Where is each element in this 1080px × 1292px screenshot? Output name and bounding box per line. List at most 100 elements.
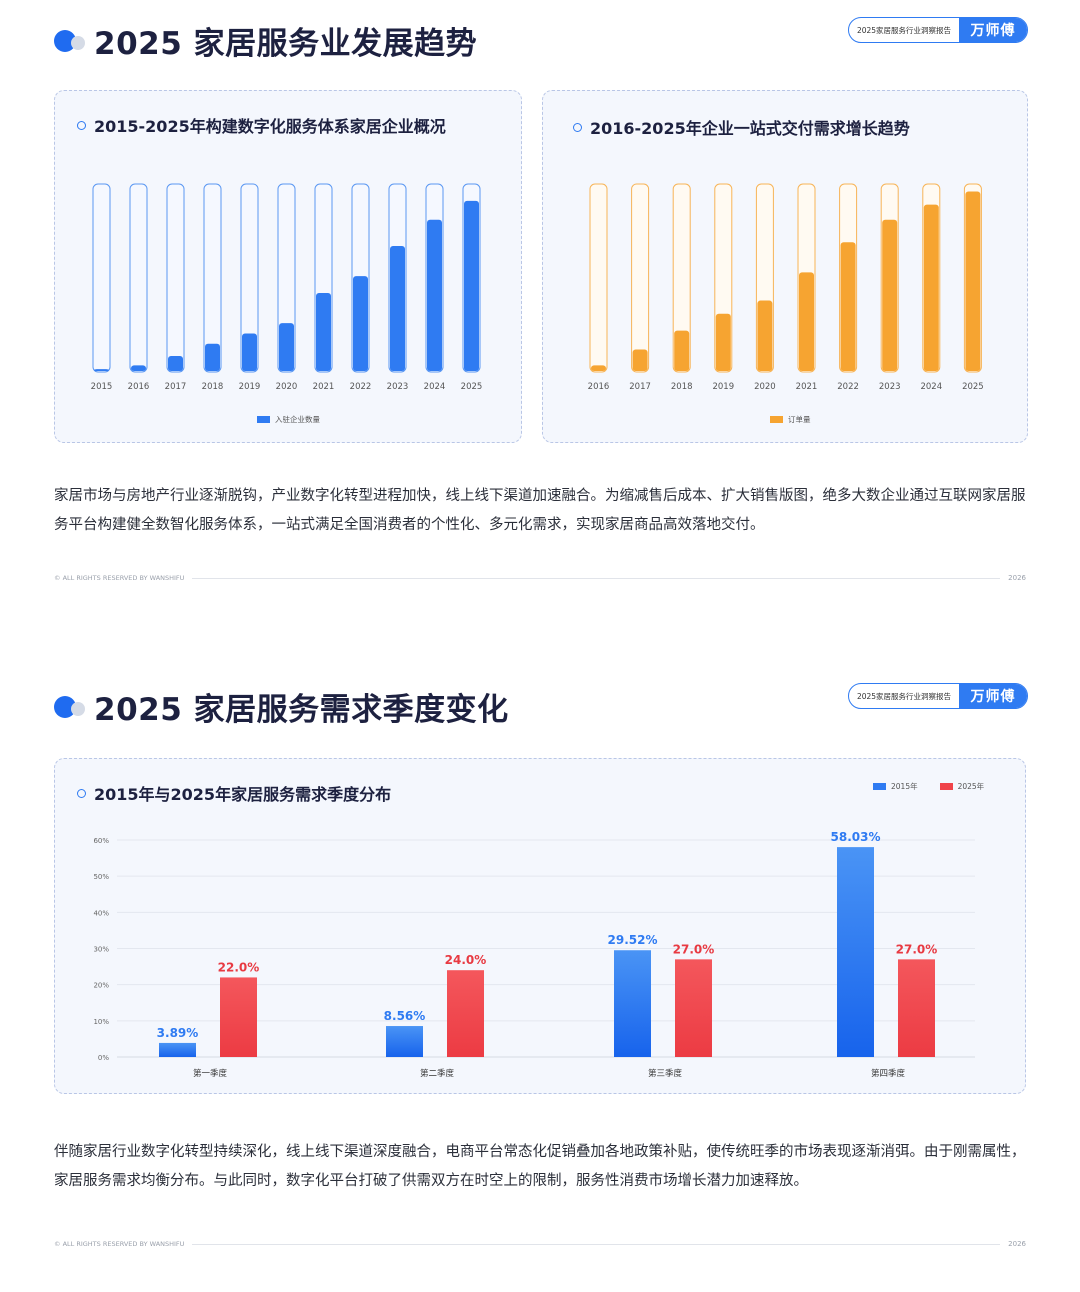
bar (799, 272, 814, 371)
data-label: 8.56% (384, 1009, 426, 1023)
chart-title: 2016-2025年企业一站式交付需求增长趋势 (573, 115, 910, 139)
tick-label: 2020 (276, 382, 298, 392)
section2-paragraph: 伴随家居行业数字化转型持续深化，线上线下渠道深度融合，电商平台常态化促销叠加各地… (54, 1144, 1026, 1189)
data-label: 22.0% (218, 960, 260, 974)
report-badge: 2025家居服务行业洞察报告 万师傅 (848, 17, 1028, 43)
title-ring-icon (573, 122, 582, 132)
bar-track (672, 183, 691, 373)
bar (923, 204, 939, 371)
bar-2025 (675, 959, 712, 1057)
y-tick-label: 10% (93, 1018, 109, 1026)
bar-2025 (898, 959, 935, 1057)
bar (168, 356, 183, 371)
bar (279, 323, 294, 371)
tick-label: 2023 (387, 382, 409, 392)
chart-orders-svg: 2016 2017 2018 2019 2020 2021 2022 2023 2024 2025 (588, 183, 984, 392)
chart-legend: 订单量 (770, 414, 811, 425)
title-dot-icon (54, 694, 88, 720)
bar (242, 333, 257, 371)
bar-2025 (220, 977, 257, 1057)
footer-year: 2026 (1008, 1240, 1026, 1248)
page-title: 2025 家居服务业发展趋势 (94, 26, 478, 62)
bar (94, 369, 109, 371)
bar-track (203, 183, 222, 373)
x-tick-label: 第三季度 (648, 1068, 683, 1079)
footer-divider (192, 1243, 1001, 1245)
title-ring-icon (77, 788, 86, 798)
bar (674, 330, 690, 371)
section1-paragraph: 家居市场与房地产行业逐渐脱钩，产业数字化转型进程加快，线上线下渠道加速融合。为缩… (54, 488, 1026, 533)
badge-brand-logo: 万师傅 (959, 18, 1027, 42)
bar (390, 246, 405, 371)
data-label: 24.0% (445, 953, 487, 967)
section2-heading: 2025 家居服务需求季度变化 (54, 684, 509, 729)
title-dot-icon (54, 28, 88, 54)
page-footer: © ALL RIGHTS RESERVED BY WANSHIFU 2026 (54, 1238, 1026, 1250)
section1-heading: 2025 家居服务业发展趋势 (54, 18, 477, 63)
bar-2015 (614, 950, 651, 1057)
data-label: 3.89% (157, 1026, 199, 1040)
footer-copyright: © ALL RIGHTS RESERVED BY WANSHIFU (54, 574, 185, 582)
page-title: 2025 家居服务需求季度变化 (94, 692, 509, 728)
bar (316, 293, 331, 371)
bar-track (92, 183, 111, 373)
chart-title: 2015-2025年构建数字化服务体系家居企业概况 (77, 113, 446, 137)
tick-label: 2020 (754, 382, 776, 392)
tick-label: 2023 (879, 382, 901, 392)
bar (882, 219, 898, 371)
data-label: 29.52% (608, 933, 658, 947)
bar-track (240, 183, 259, 373)
bar-2015 (159, 1042, 196, 1057)
bar-track (631, 183, 650, 373)
chart-companies-svg: 2015 2016 2017 2018 2019 2020 2021 2022 2023 2024… (91, 183, 483, 392)
footer-divider (192, 577, 1001, 579)
bar (840, 242, 856, 371)
bar (131, 365, 146, 371)
bar (464, 200, 479, 371)
y-tick-label: 50% (93, 873, 109, 881)
data-label: 27.0% (896, 942, 938, 956)
data-label: 58.03% (831, 830, 881, 844)
bar-2015 (386, 1026, 423, 1057)
tick-label: 2019 (239, 382, 261, 392)
tick-label: 2018 (202, 382, 224, 392)
badge-report-text: 2025家居服务行业洞察报告 (856, 25, 952, 35)
bar (965, 191, 981, 371)
tick-label: 2025 (962, 382, 984, 392)
bar (353, 276, 368, 371)
data-label: 27.0% (673, 942, 715, 956)
y-tick-label: 20% (93, 982, 109, 990)
y-tick-label: 0% (98, 1054, 109, 1062)
bar (591, 365, 606, 371)
tick-label: 2021 (796, 382, 818, 392)
bar (757, 300, 773, 371)
chart-legend: 2015年 2025年 (873, 781, 984, 792)
bar (715, 313, 731, 371)
x-tick-label: 第二季度 (420, 1068, 455, 1079)
legend-swatch-2015 (873, 783, 886, 790)
badge-report-text: 2025家居服务行业洞察报告 (856, 691, 952, 701)
tick-label: 2024 (424, 382, 446, 392)
tick-label: 2017 (629, 382, 651, 392)
x-tick-label: 第一季度 (193, 1068, 228, 1079)
footer-copyright: © ALL RIGHTS RESERVED BY WANSHIFU (54, 1240, 185, 1248)
tick-label: 2016 (588, 382, 610, 392)
tick-label: 2022 (350, 382, 372, 392)
tick-label: 2019 (712, 382, 734, 392)
bar (427, 219, 442, 371)
tick-label: 2021 (313, 382, 335, 392)
legend-swatch (257, 416, 270, 423)
page-footer: © ALL RIGHTS RESERVED BY WANSHIFU 2026 (54, 572, 1026, 584)
tick-label: 2015 (91, 382, 113, 392)
bar-track (129, 183, 148, 373)
bar (632, 349, 648, 371)
tick-label: 2025 (461, 382, 483, 392)
footer-year: 2026 (1008, 574, 1026, 582)
bar-2025 (447, 970, 484, 1057)
chart-quarterly-svg: 0% 10% 20% 30% 40% 50% 60% 3.89% 22.0% 第一季度 8.56% 2… (93, 830, 975, 1079)
tick-label: 2017 (165, 382, 187, 392)
bar-track (166, 183, 185, 373)
chart-card-orders: 2016-2025年企业一站式交付需求增长趋势 2016 2017 2018 2019… (542, 90, 1028, 443)
y-tick-label: 60% (93, 837, 109, 845)
x-tick-label: 第四季度 (871, 1068, 906, 1079)
